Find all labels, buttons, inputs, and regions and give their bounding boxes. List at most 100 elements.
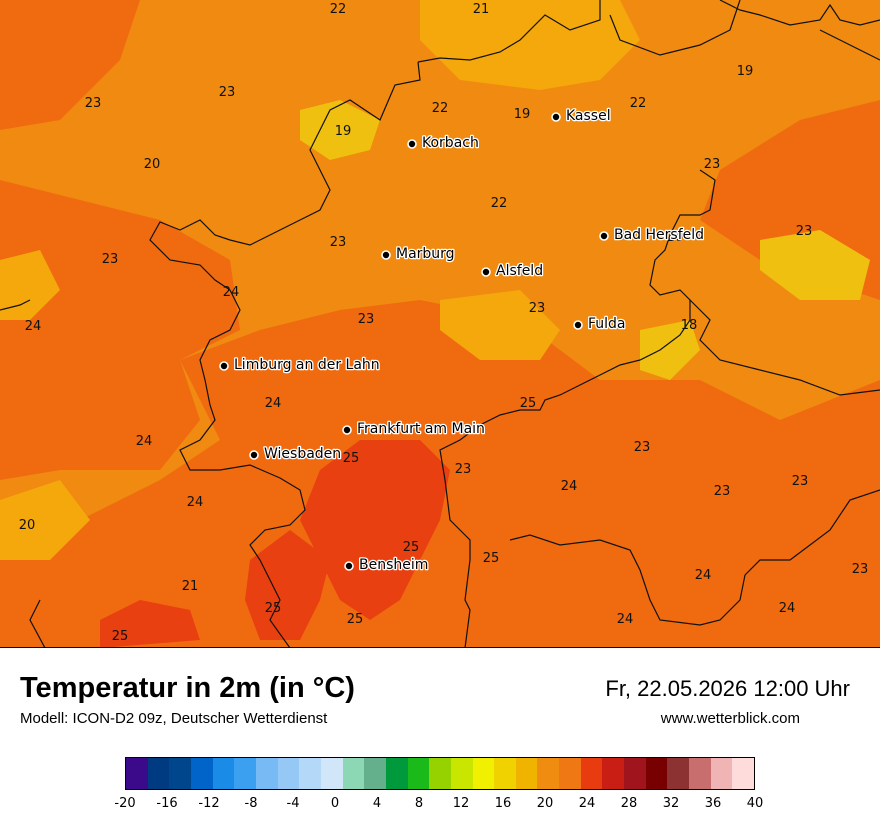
legend-swatch	[494, 758, 516, 789]
legend-tick-label: 20	[536, 796, 554, 811]
city-marker	[407, 139, 417, 149]
temperature-value-label: 23	[634, 440, 651, 455]
state-border-ne	[719, 0, 880, 26]
legend-tick-label: 8	[414, 796, 424, 811]
zone-sw-25	[100, 600, 200, 647]
temperature-value-label: 24	[136, 434, 153, 449]
legend-tick-label: -4	[286, 796, 300, 811]
legend-swatch	[277, 758, 300, 789]
legend-swatch	[407, 758, 430, 789]
temperature-map: 22 21 23 23 22 19 19 22 19 20 22 23 23 23 23 20 24 23 23 18…	[0, 0, 880, 648]
state-border-hessen	[149, 0, 741, 647]
city-markers: Kassel Korbach Bad Hersfeld Marburg Alsfeld F…	[219, 107, 705, 574]
legend-swatch	[645, 758, 668, 789]
legend-swatch	[624, 758, 646, 789]
legend-tick-label: 4	[372, 796, 382, 811]
forecast-datetime: Fr, 22.05.2026 12:00 Uhr	[605, 676, 850, 701]
legend-swatch	[126, 758, 148, 789]
city-label: Bad Hersfeld	[614, 227, 704, 243]
city-label: Kassel	[566, 108, 611, 124]
legend-swatch	[190, 758, 213, 789]
temperature-value-label: 24	[617, 612, 634, 627]
temperature-value-label: 24	[695, 568, 712, 583]
state-border-south	[509, 489, 880, 626]
city-label: Fulda	[588, 316, 626, 332]
temperature-value-label: 23	[704, 157, 721, 172]
temperature-value-label: 23	[85, 96, 102, 111]
zone-north-20	[420, 0, 640, 90]
legend-tick-label: 12	[452, 796, 470, 811]
legend-swatch	[710, 758, 733, 789]
temperature-value-label: 24	[779, 601, 796, 616]
city-marker	[573, 320, 583, 330]
legend-tick-label: 28	[620, 796, 638, 811]
city-label: Alsfeld	[496, 263, 543, 279]
temperature-value-label: 23	[102, 252, 119, 267]
temperature-labels: 22 21 23 23 22 19 19 22 19 20 22 23 23 23 23 20 24 23 23 18…	[19, 2, 869, 644]
state-border-east	[439, 169, 716, 647]
temperature-value-label: 19	[514, 107, 531, 122]
zone-west-24	[0, 0, 140, 130]
zone-west-24b	[0, 180, 240, 480]
temperature-value-label: 23	[330, 235, 347, 250]
state-border-e2	[689, 299, 880, 396]
legend-tick-label: -20	[114, 796, 136, 811]
city-label: Wiesbaden	[264, 446, 341, 462]
state-border-w	[0, 299, 46, 647]
legend-swatch	[169, 758, 191, 789]
temperature-value-label: 25	[483, 551, 500, 566]
legend-swatch	[385, 758, 408, 789]
city-marker	[381, 250, 391, 260]
temperature-value-label: 20	[19, 518, 36, 533]
city-marker	[342, 425, 352, 435]
map-canvas: 22 21 23 23 22 19 19 22 19 20 22 23 23 23 23 20 24 23 23 18…	[0, 0, 880, 647]
temperature-value-label: 23	[796, 224, 813, 239]
zone-east-18	[760, 230, 870, 300]
city-marker	[551, 112, 561, 122]
legend-tick-label: 36	[704, 796, 722, 811]
zone-rhine-25	[245, 530, 330, 640]
city-marker	[599, 231, 609, 241]
temperature-value-label: 25	[347, 612, 364, 627]
legend-swatch	[450, 758, 473, 789]
temperature-value-label: 24	[265, 396, 282, 411]
temperature-value-label: 24	[223, 285, 240, 300]
temperature-value-label: 20	[144, 157, 161, 172]
legend-tick-label: 16	[494, 796, 512, 811]
color-legend	[125, 757, 755, 790]
temperature-value-label: 25	[403, 540, 420, 555]
legend-labels: -20 -16 -12 -8 -4 0 4 8 12 16 20 24 28 32 36 40	[114, 796, 763, 816]
legend-swatch	[472, 758, 495, 789]
temperature-value-label: 25	[265, 601, 282, 616]
temperature-value-label: 18	[681, 318, 698, 333]
temperature-value-label: 19	[737, 64, 754, 79]
legend-swatch	[580, 758, 603, 789]
zone-w-20	[0, 250, 60, 320]
temperature-value-label: 23	[529, 301, 546, 316]
zone-center-20	[440, 290, 560, 360]
legend-swatch	[364, 758, 386, 789]
state-border-n	[819, 29, 880, 61]
city-marker	[481, 267, 491, 277]
temperature-value-label: 23	[792, 474, 809, 489]
zone-frankfurt-25	[300, 440, 450, 620]
temperature-value-label: 23	[455, 462, 472, 477]
temperature-value-label: 23	[714, 484, 731, 499]
map-subtitle: Modell: ICON-D2 09z, Deutscher Wetterdie…	[20, 710, 328, 727]
temperature-value-label: 23	[358, 312, 375, 327]
temperature-value-label: 20	[667, 230, 684, 245]
legend-tick-label: -8	[244, 796, 258, 811]
legend-swatch	[667, 758, 690, 789]
legend-swatch	[429, 758, 451, 789]
website-link[interactable]: www.wetterblick.com	[660, 710, 800, 727]
temperature-value-label: 23	[852, 562, 869, 577]
legend-tick-label: 24	[578, 796, 596, 811]
legend-swatch	[515, 758, 538, 789]
temperature-value-label: 21	[473, 2, 490, 17]
legend-tick-label: 0	[330, 796, 340, 811]
legend-swatch	[212, 758, 235, 789]
temperature-value-label: 23	[219, 85, 236, 100]
city-label: Korbach	[422, 135, 479, 151]
city-marker	[249, 450, 259, 460]
temperature-value-label: 19	[335, 124, 352, 139]
